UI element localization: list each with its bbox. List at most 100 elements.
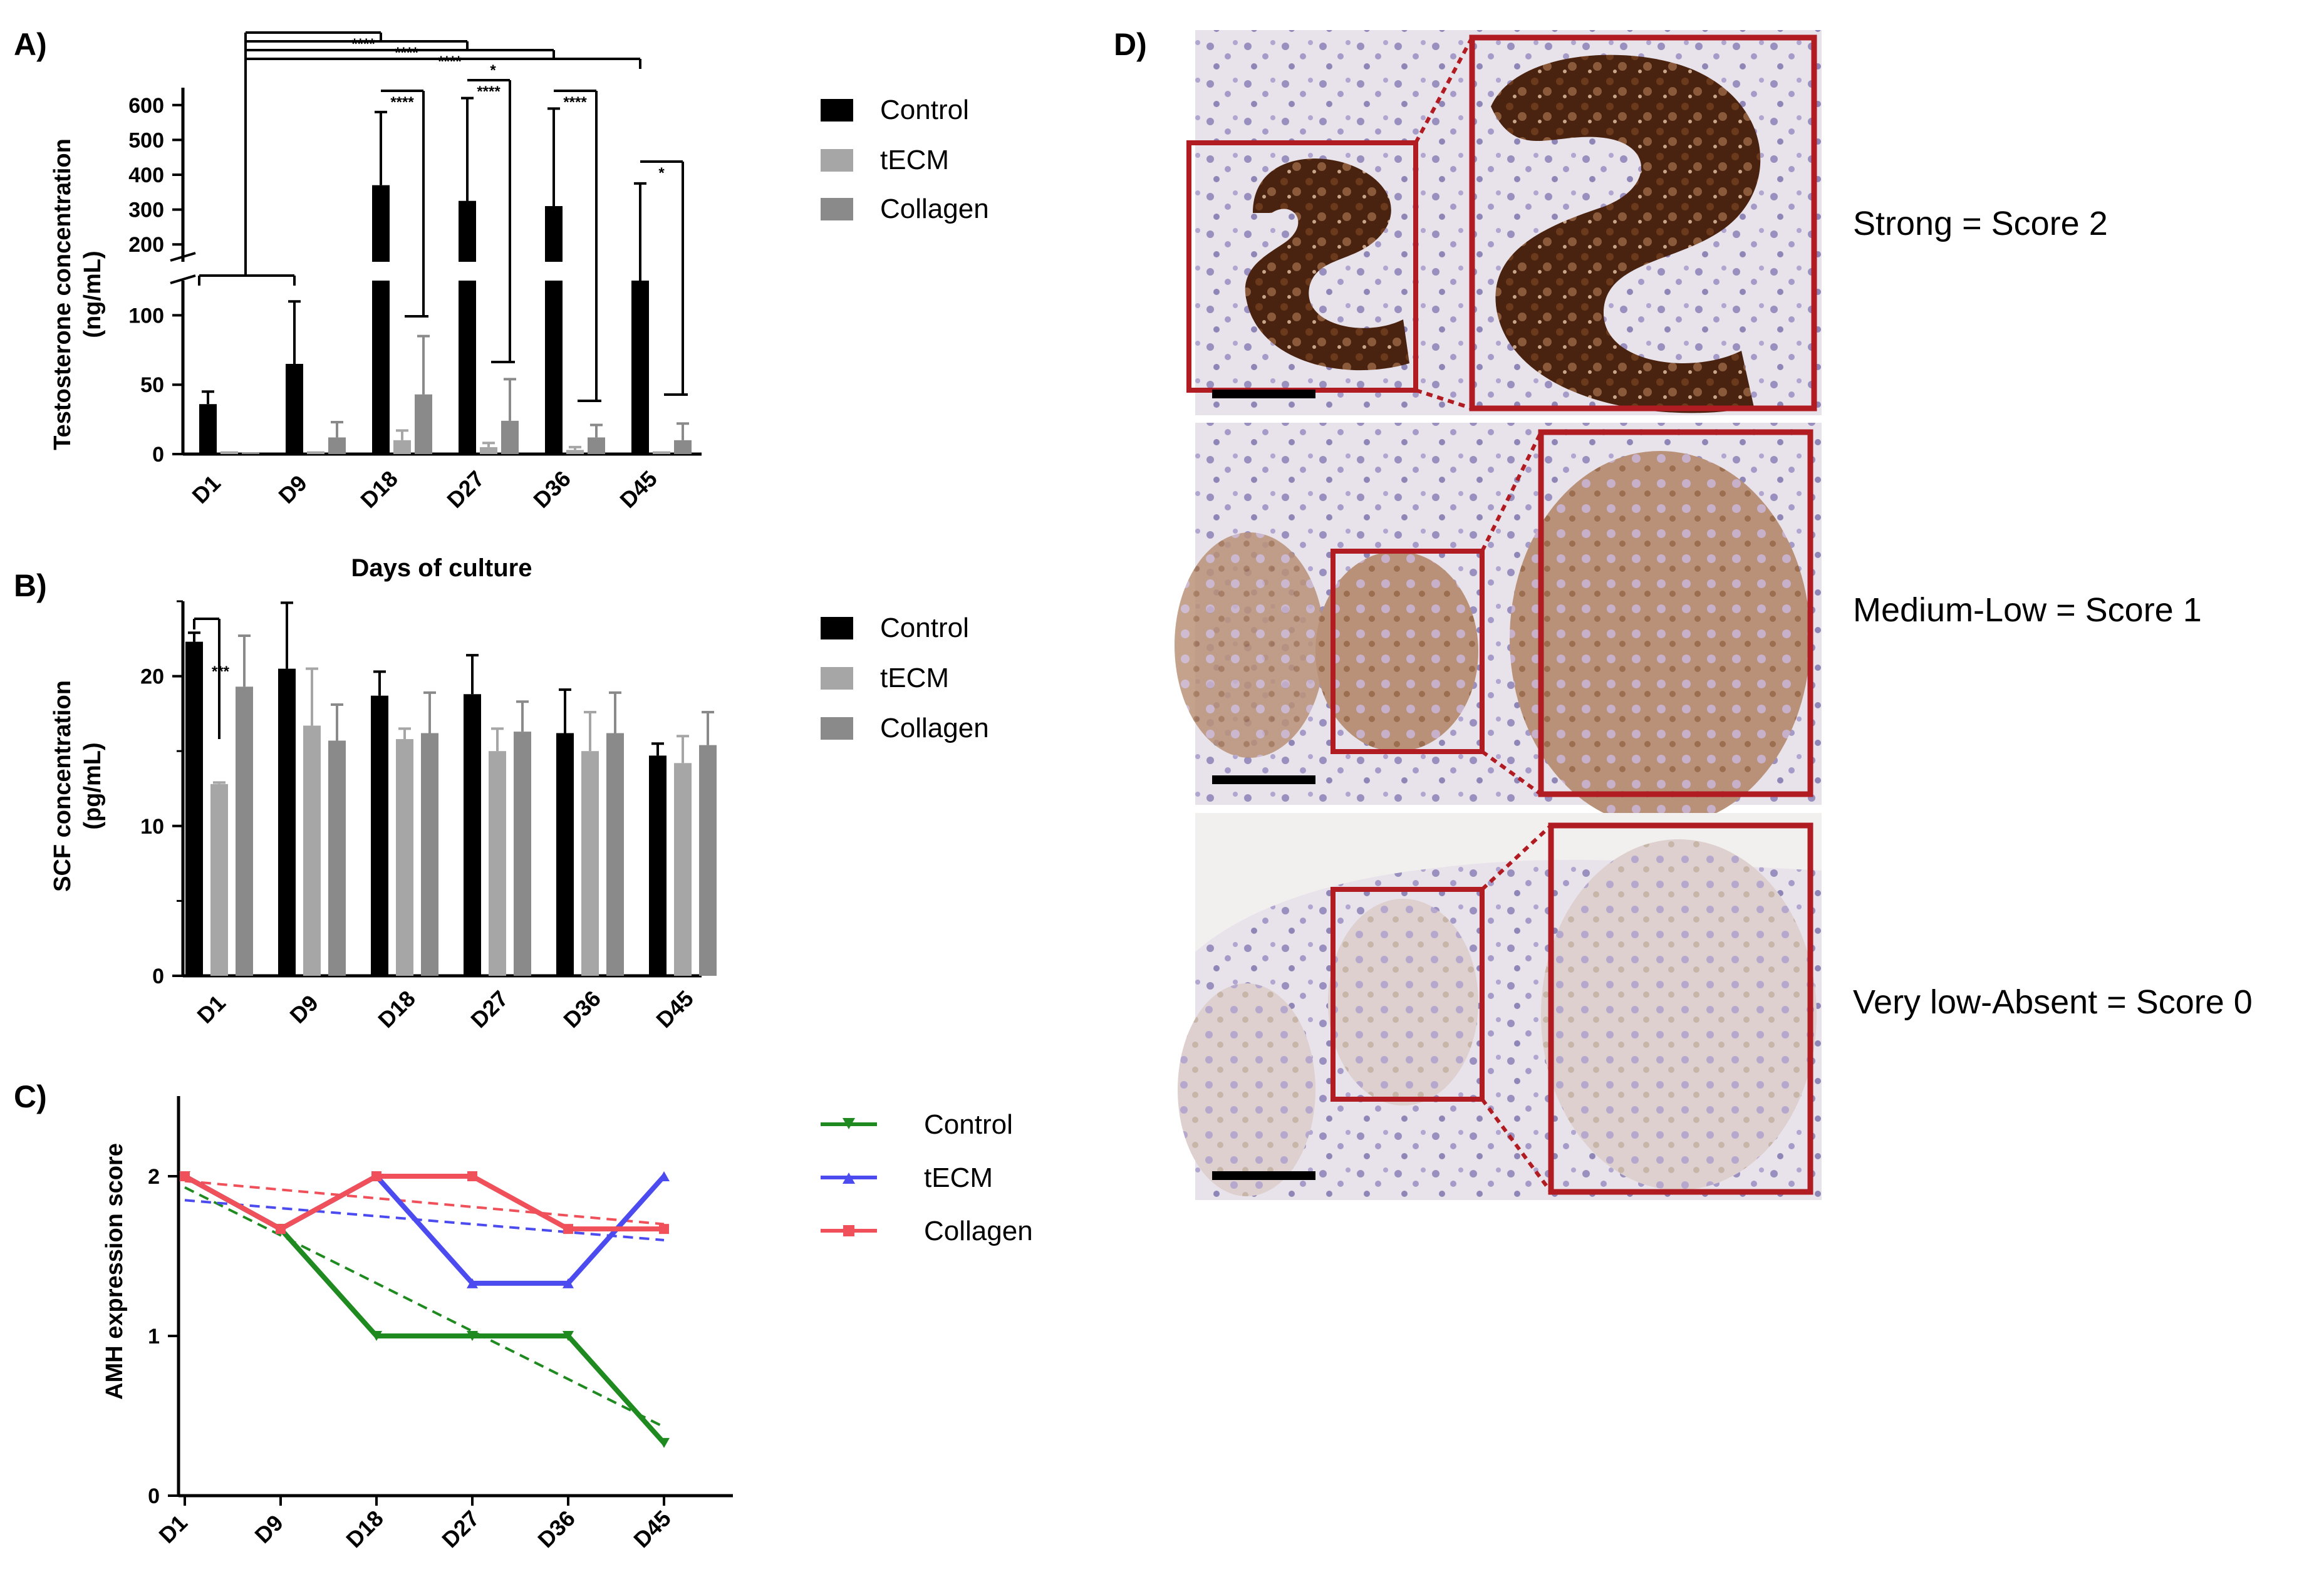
panel-a-ytick-label: 50: [140, 373, 164, 397]
panel-b-xtick-d27: D27: [465, 985, 513, 1033]
panel-a-xtick-d27: D27: [442, 465, 489, 513]
zoom-connector-low-top: [1480, 824, 1553, 891]
panel-b-xtick-d18: D18: [373, 985, 420, 1033]
significance-group-label: ****: [563, 94, 587, 111]
bar-collagen-d36: [606, 733, 624, 976]
legend-b-control: Control: [880, 613, 969, 643]
panel-d-micrographs: Strong = Score 2 Medium-Low = Score 1 Ve…: [1175, 30, 2253, 1200]
tubule-low-center: [1328, 899, 1478, 1105]
bar-tecm-d45: [674, 763, 692, 976]
panel-c-xtick-d27: D27: [437, 1505, 484, 1553]
marker-control-d45: [658, 1437, 670, 1448]
panel-a-significance: **************************: [198, 31, 688, 402]
tubule-low-left: [1178, 983, 1315, 1196]
panel-a-xtick-d9: D9: [273, 470, 312, 509]
bar-collagen-d45: [699, 745, 717, 976]
bar-collagen-d1: [236, 686, 253, 976]
legend-c-tecm-marker: [843, 1172, 855, 1184]
tubule-medium-zoom: [1510, 451, 1810, 827]
panel-c-xtick-d9: D9: [249, 1509, 288, 1548]
marker-collagen-d1: [180, 1171, 190, 1181]
bar-tecm-d27: [489, 751, 506, 976]
bar-tecm-d1: [210, 784, 228, 976]
bar-upper-control-d27: [459, 200, 476, 262]
marker-collagen-d9: [276, 1224, 286, 1234]
legend-b-tecm-swatch: [821, 667, 853, 690]
panel-c-ytick-label: 0: [148, 1484, 160, 1508]
panel-label-c: C): [14, 1079, 47, 1114]
panel-a-xtick-d36: D36: [528, 465, 576, 513]
panel-b-ytick-label: 0: [152, 965, 164, 988]
bar-tecm-d18: [396, 739, 413, 976]
panel-a-xtick-d1: D1: [187, 470, 226, 509]
legend-a-control: Control: [880, 95, 969, 125]
panel-c-xtick-d18: D18: [341, 1505, 388, 1553]
bar-control-d9: [286, 363, 303, 454]
bar-collagen-d9: [328, 740, 346, 976]
bar-tecm-d18: [393, 440, 411, 454]
legend-b-collagen-swatch: [821, 717, 853, 740]
trendline-tecm: [184, 1199, 665, 1241]
significance-label: *: [490, 62, 496, 79]
bar-tecm-d1: [220, 451, 238, 454]
panel-c-xtick-d45: D45: [628, 1505, 676, 1553]
marker-tecm-d36: [563, 1278, 574, 1288]
bar-tecm-d27: [480, 447, 497, 454]
significance-group-label: ****: [477, 83, 501, 100]
panel-b-significance: ***: [193, 618, 230, 739]
bar-tecm-d9: [307, 451, 324, 454]
panel-a-ytick-label: 0: [152, 443, 164, 467]
legend-c-control: Control: [924, 1109, 1013, 1140]
score-label-medium: Medium-Low = Score 1: [1853, 591, 2202, 629]
panel-a-bars: [199, 96, 692, 454]
marker-control-d36: [563, 1331, 574, 1341]
bar-control-d27: [459, 281, 476, 454]
bar-collagen-d45: [674, 440, 692, 454]
bar-collagen-d1: [242, 452, 259, 454]
micrograph-row-strong: [1186, 30, 1822, 415]
significance-label: ****: [438, 53, 462, 70]
zoom-connector-medium-bottom: [1481, 750, 1542, 796]
marker-collagen-d18: [371, 1171, 381, 1181]
scale-bar-low: [1212, 1171, 1315, 1180]
bar-collagen-d18: [421, 733, 438, 976]
marker-control-d27: [467, 1331, 478, 1341]
panel-a-ytick-label: 300: [128, 199, 164, 222]
inset-box-low: [1331, 887, 1485, 1102]
legend-b-tecm: tECM: [880, 663, 949, 693]
bar-collagen-d27: [514, 732, 531, 976]
panel-c-yticks: 0 1 2: [148, 1165, 179, 1508]
legend-b-collagen: Collagen: [880, 713, 989, 743]
panel-label-d: D): [1114, 27, 1147, 62]
panel-b-legend: Control tECM Collagen: [821, 613, 989, 743]
bar-control-d36: [556, 733, 574, 976]
score-label-low: Very low-Absent = Score 0: [1853, 983, 2253, 1021]
bar-collagen-d18: [415, 394, 432, 454]
panel-a-yticks: 0 50 100 200 300 400 500 600: [128, 94, 183, 467]
legend-a-control-swatch: [821, 99, 853, 122]
marker-collagen-d27: [467, 1171, 477, 1181]
panel-a-axis-break-top: [170, 252, 196, 262]
score-label-strong: Strong = Score 2: [1853, 205, 2108, 242]
trendline-control: [184, 1186, 665, 1429]
panel-c-lines: [179, 1171, 670, 1448]
marker-tecm-d27: [467, 1278, 478, 1288]
bar-control-d36: [545, 281, 563, 454]
zoom-connector-strong-bottom: [1415, 388, 1473, 410]
zoom-box-medium: [1538, 429, 1813, 797]
legend-c-control-marker: [843, 1118, 855, 1129]
panel-a-legend: Control tECM Collagen: [821, 95, 989, 224]
marker-control-d18: [371, 1331, 382, 1341]
legend-c-collagen: Collagen: [924, 1216, 1033, 1246]
panel-c-ytick-label: 2: [148, 1165, 160, 1189]
tubule-low-zoom: [1541, 839, 1817, 1190]
panel-b-ylabel-line1: SCF concentration: [49, 680, 76, 892]
bar-upper-control-d18: [372, 185, 390, 262]
marker-tecm-d45: [658, 1171, 670, 1181]
legend-a-tecm: tECM: [880, 145, 949, 175]
micrograph-row-low: [1178, 813, 1822, 1200]
legend-a-collagen-swatch: [821, 198, 853, 220]
panel-b-xticks: D1 D9 D18 D27 D36 D45: [192, 985, 698, 1033]
bar-control-d1: [185, 641, 203, 976]
marker-collagen-d45: [659, 1224, 669, 1234]
